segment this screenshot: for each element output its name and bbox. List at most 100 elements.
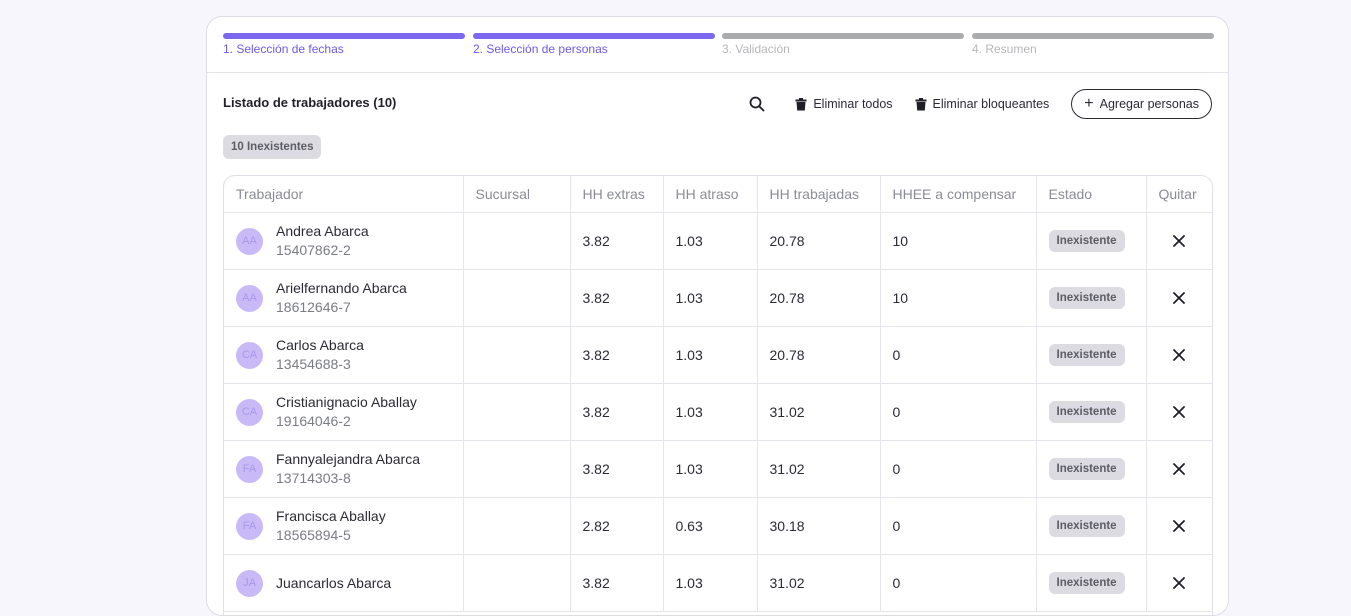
table-row: CA Carlos Abarca 13454688-3 3.82 1.03 20… (224, 326, 1212, 384)
remove-button[interactable] (1159, 463, 1201, 475)
hh-atraso-cell: 1.03 (663, 326, 758, 384)
estado-cell: Inexistente (1036, 212, 1147, 270)
worker-cell: CA Cristianignacio Aballay 19164046-2 (224, 383, 464, 441)
close-icon (1173, 292, 1186, 304)
worker-rut: 18565894-5 (276, 527, 351, 543)
avatar: JA (236, 569, 263, 597)
worker-cell: AA Andrea Abarca 15407862-2 (224, 212, 464, 270)
hh-extras-cell: 3.82 (570, 212, 664, 270)
worker-cell: AA Arielfernando Abarca 18612646-7 (224, 269, 464, 327)
hh-extras-cell: 3.82 (570, 326, 664, 384)
hh-atraso-cell: 1.03 (663, 554, 758, 612)
worker-rut: 19164046-2 (276, 413, 351, 429)
close-icon (1173, 349, 1186, 361)
close-icon (1173, 520, 1186, 532)
close-icon (1173, 235, 1186, 247)
worker-name: Andrea Abarca (276, 223, 369, 239)
worker-name: Arielfernando Abarca (276, 280, 407, 296)
remove-button[interactable] (1159, 406, 1201, 418)
table-header-row: Trabajador Sucursal HH extras HH atraso … (224, 176, 1212, 213)
avatar: CA (236, 341, 263, 369)
hh-trabajadas-cell: 20.78 (757, 212, 881, 270)
add-persons-button[interactable]: + Agregar personas (1071, 89, 1212, 119)
status-badge: Inexistente (1048, 458, 1125, 480)
worker-cell: FA Francisca Aballay 18565894-5 (224, 497, 464, 555)
hh-atraso-cell: 1.03 (663, 212, 758, 270)
estado-cell: Inexistente (1036, 269, 1147, 327)
table-row: FA Fannyalejandra Abarca 13714303-8 3.82… (224, 440, 1212, 498)
quitar-cell (1146, 326, 1212, 384)
estado-cell: Inexistente (1036, 326, 1147, 384)
remove-button[interactable] (1159, 349, 1201, 361)
step-1[interactable]: 1. Selección de fechas (223, 33, 465, 56)
add-persons-label: Agregar personas (1099, 97, 1199, 111)
worker-name: Francisca Aballay (276, 508, 386, 524)
main-card: 1. Selección de fechas 2. Selección de p… (206, 16, 1229, 616)
filter-chip[interactable]: 10 Inexistentes (223, 135, 322, 159)
column-header-hh-extras: HH extras (570, 176, 664, 213)
step-4[interactable]: 4. Resumen (972, 33, 1214, 56)
estado-cell: Inexistente (1036, 497, 1147, 555)
estado-cell: Inexistente (1036, 440, 1147, 498)
column-header-quitar: Quitar (1146, 176, 1212, 213)
hh-extras-cell: 3.82 (570, 440, 664, 498)
table-row: AA Arielfernando Abarca 18612646-7 3.82 … (224, 269, 1212, 327)
hh-trabajadas-cell: 20.78 (757, 326, 881, 384)
close-icon (1173, 577, 1186, 589)
sucursal-cell (463, 212, 571, 270)
table-row: JA Juancarlos Abarca 3.82 1.03 31.02 0 I… (224, 554, 1212, 612)
delete-all-button[interactable]: Eliminar todos (795, 97, 893, 111)
estado-cell: Inexistente (1036, 554, 1147, 612)
hhee-compensar-cell: 0 (880, 383, 1037, 441)
hh-atraso-cell: 0.63 (663, 497, 758, 555)
hhee-compensar-cell: 0 (880, 497, 1037, 555)
estado-cell: Inexistente (1036, 383, 1147, 441)
worker-rut: 18612646-7 (276, 299, 351, 315)
hhee-compensar-cell: 10 (880, 269, 1037, 327)
worker-info: FA Francisca Aballay 18565894-5 (236, 507, 451, 545)
remove-button[interactable] (1159, 520, 1201, 532)
hh-extras-cell: 3.82 (570, 383, 664, 441)
search-button[interactable] (745, 92, 769, 116)
hh-extras-cell: 2.82 (570, 497, 664, 555)
worker-name: Fannyalejandra Abarca (276, 451, 420, 467)
hhee-compensar-cell: 0 (880, 554, 1037, 612)
worker-name: Juancarlos Abarca (276, 574, 392, 591)
sucursal-cell (463, 383, 571, 441)
worker-info: CA Cristianignacio Aballay 19164046-2 (236, 393, 451, 431)
hhee-compensar-cell: 0 (880, 326, 1037, 384)
hh-trabajadas-cell: 30.18 (757, 497, 881, 555)
worker-info: AA Andrea Abarca 15407862-2 (236, 222, 451, 260)
worker-rut: 15407862-2 (276, 242, 351, 258)
delete-blocking-button[interactable]: Eliminar bloqueantes (915, 97, 1049, 111)
quitar-cell (1146, 554, 1212, 612)
worker-text: Francisca Aballay 18565894-5 (276, 507, 386, 545)
worker-info: AA Arielfernando Abarca 18612646-7 (236, 279, 451, 317)
plus-icon: + (1084, 95, 1094, 112)
worker-cell: CA Carlos Abarca 13454688-3 (224, 326, 464, 384)
remove-button[interactable] (1159, 292, 1201, 304)
worker-text: Carlos Abarca 13454688-3 (276, 336, 364, 374)
remove-button[interactable] (1159, 577, 1201, 589)
avatar: AA (236, 284, 263, 312)
quitar-cell (1146, 212, 1212, 270)
step-label: 1. Selección de fechas (223, 42, 344, 56)
quitar-cell (1146, 383, 1212, 441)
hh-trabajadas-cell: 31.02 (757, 554, 881, 612)
avatar: AA (236, 227, 263, 255)
workers-table: Trabajador Sucursal HH extras HH atraso … (223, 175, 1213, 615)
trash-icon (915, 97, 927, 110)
worker-cell: JA Juancarlos Abarca (224, 554, 464, 612)
sucursal-cell (463, 440, 571, 498)
hh-atraso-cell: 1.03 (663, 440, 758, 498)
step-label: 4. Resumen (972, 42, 1037, 56)
step-2[interactable]: 2. Selección de personas (473, 33, 715, 56)
remove-button[interactable] (1159, 235, 1201, 247)
worker-text: Juancarlos Abarca (276, 574, 391, 593)
hh-extras-cell: 3.82 (570, 269, 664, 327)
stepper: 1. Selección de fechas 2. Selección de p… (223, 33, 1214, 57)
header-divider (207, 72, 1228, 73)
avatar: FA (236, 455, 263, 483)
avatar: CA (236, 398, 263, 426)
step-3[interactable]: 3. Validación (722, 33, 964, 56)
